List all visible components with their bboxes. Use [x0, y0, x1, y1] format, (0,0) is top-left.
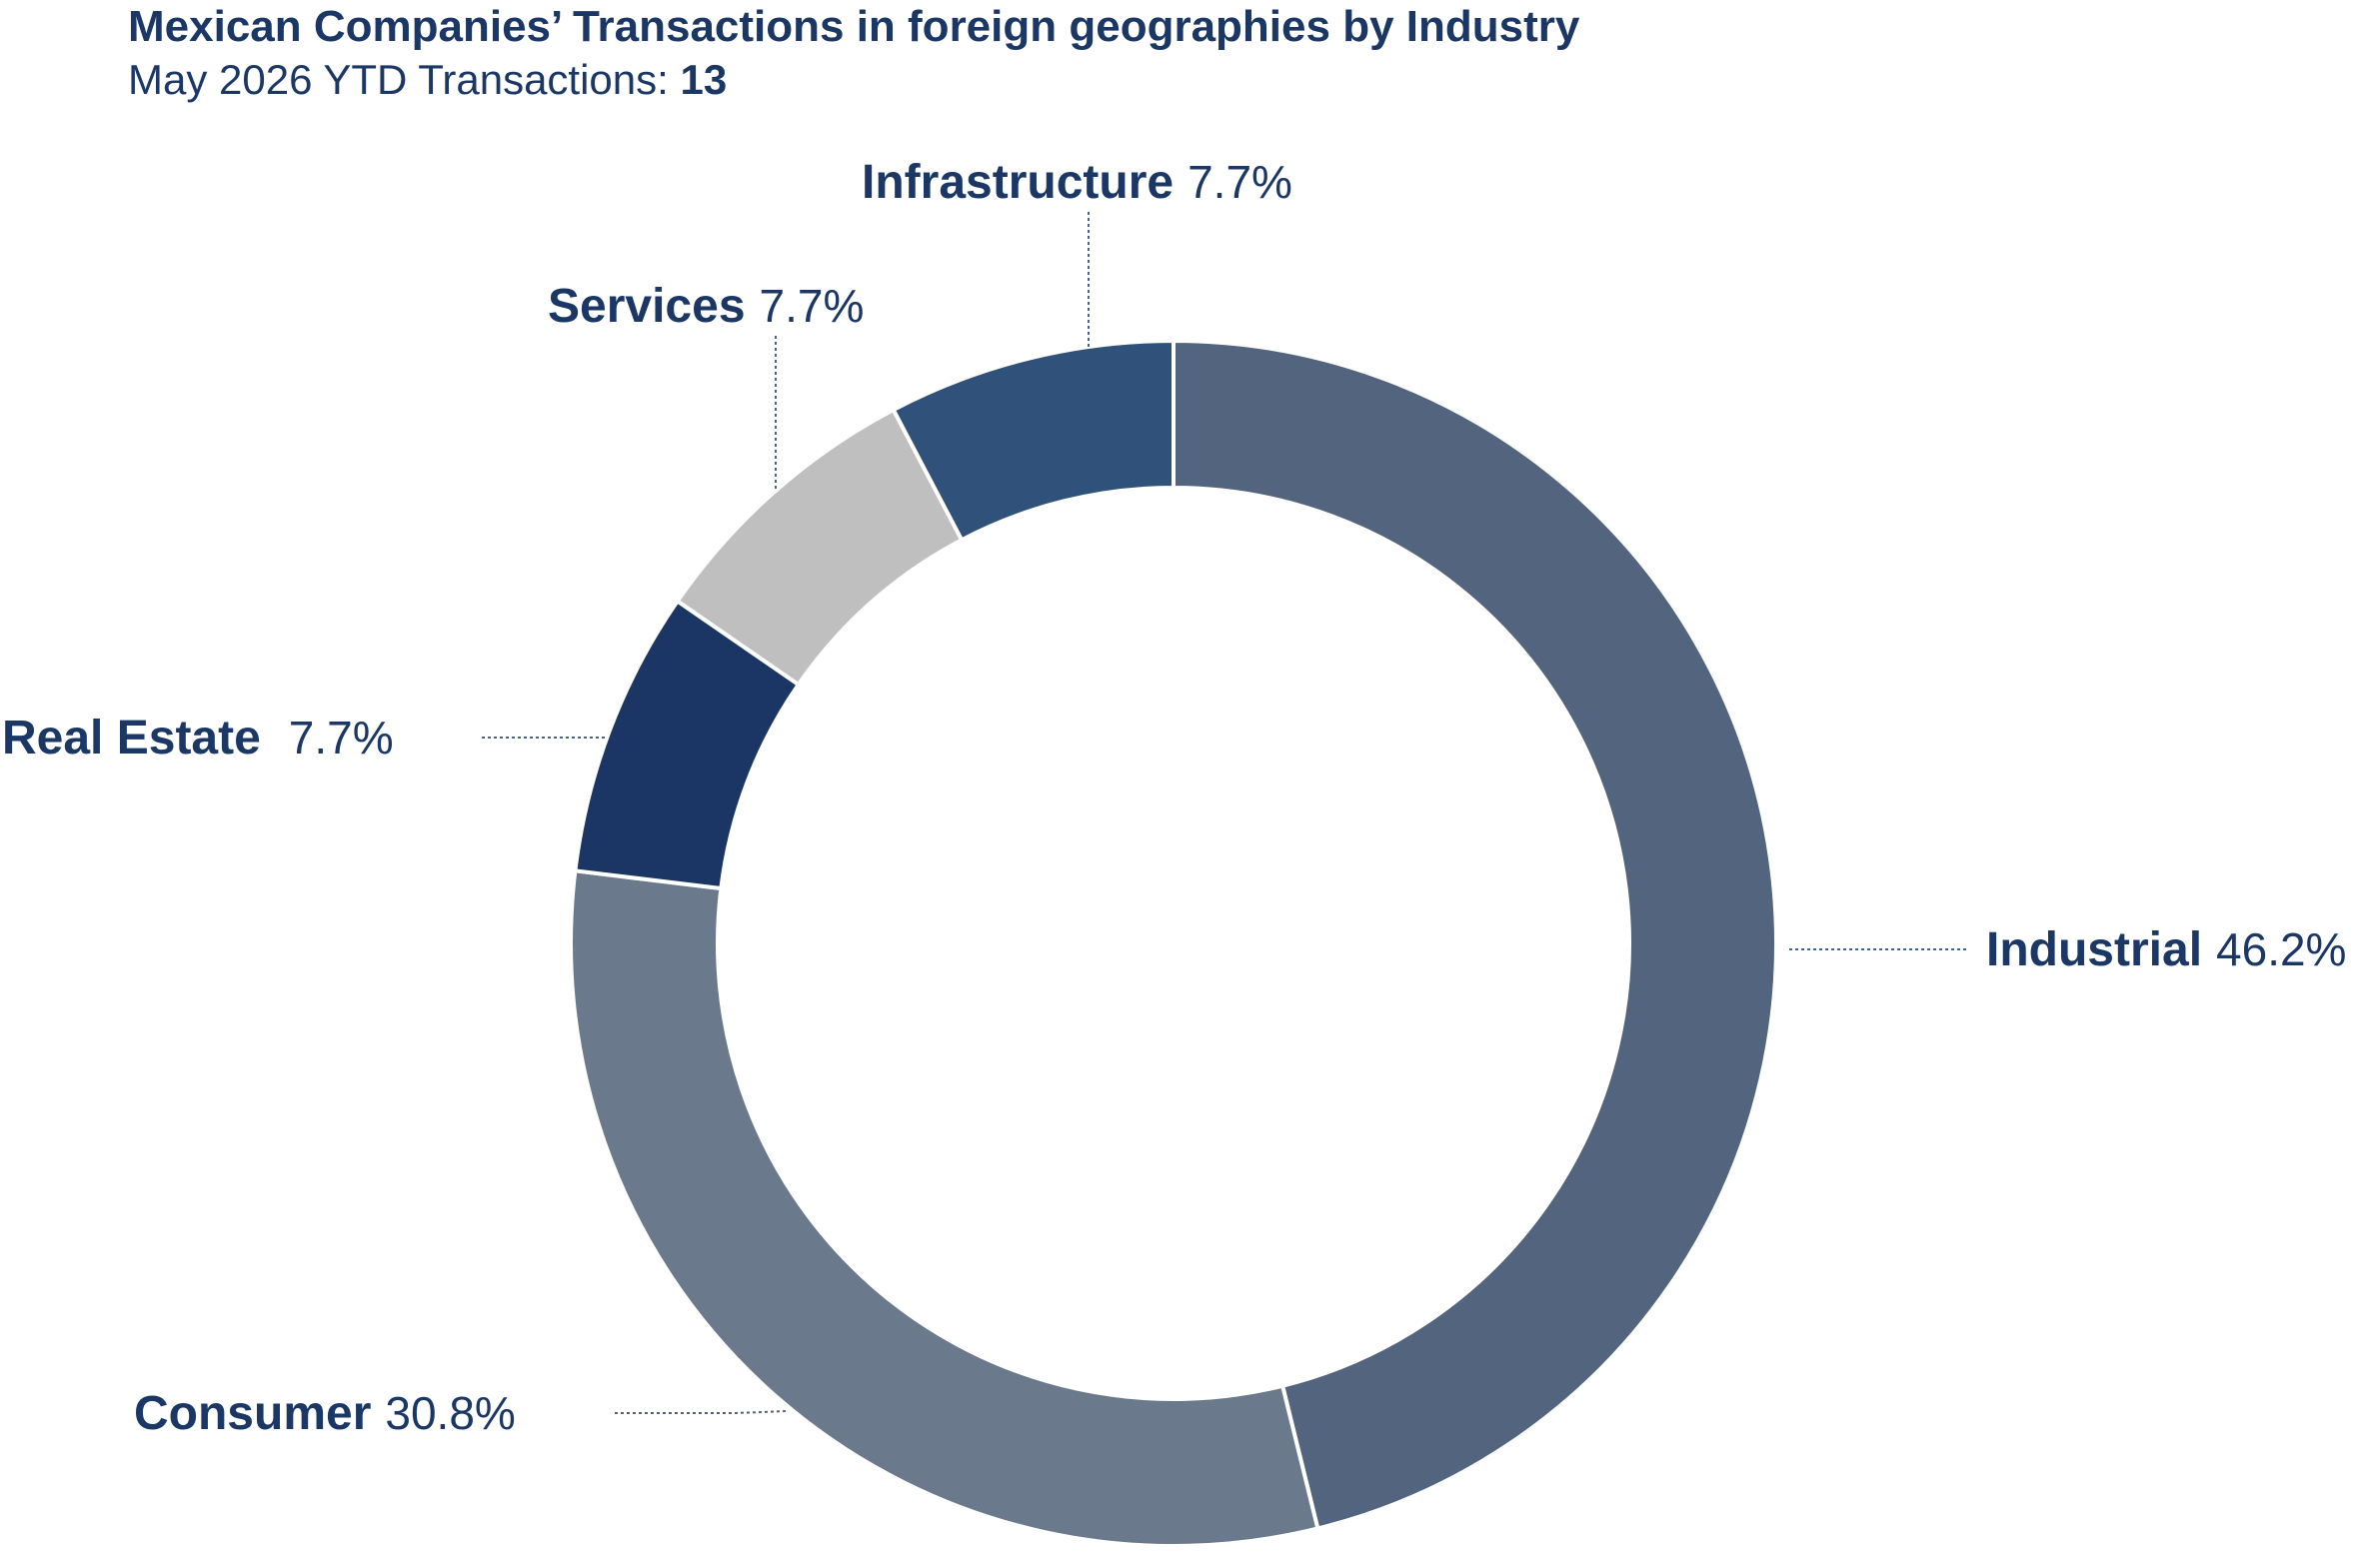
- slice-infrastructure: [891, 338, 1176, 543]
- chart-subtitle: May 2026 YTD Transactions: 13: [128, 54, 1579, 106]
- label-infrastructure: Infrastructure 7.7%: [862, 156, 1292, 209]
- leader-lines: [482, 212, 1967, 1414]
- label-value-consumer: 30.8%: [385, 1387, 515, 1439]
- donut-slices: [569, 338, 1778, 1548]
- label-name-infrastructure: Infrastructure: [862, 156, 1174, 209]
- transaction-count: 13: [680, 56, 728, 103]
- leader-line-consumer: [615, 1410, 787, 1414]
- chart-title: Mexican Companies’ Transactions in forei…: [128, 2, 1580, 51]
- label-name-services: Services: [548, 280, 746, 333]
- label-value-infrastructure: 7.7%: [1188, 156, 1292, 208]
- label-value-real-estate: 7.7%: [289, 712, 394, 764]
- slice-industrial: [1172, 338, 1778, 1531]
- label-industrial: Industrial 46.2%: [1986, 923, 2346, 976]
- label-value-industrial: 46.2%: [2216, 923, 2346, 975]
- label-name-industrial: Industrial: [1986, 923, 2202, 976]
- label-name-real-estate: Real Estate: [2, 712, 261, 765]
- label-services: Services 7.7%: [548, 280, 864, 333]
- label-value-services: 7.7%: [760, 280, 865, 332]
- label-name-consumer: Consumer: [134, 1387, 371, 1440]
- label-real-estate: Real Estate 7.7%: [2, 712, 394, 765]
- chart-header: Mexican Companies’ Transactions in forei…: [128, 0, 1579, 106]
- label-consumer: Consumer 30.8%: [134, 1387, 516, 1440]
- slice-consumer: [569, 868, 1320, 1548]
- subtitle-prefix: May 2026 YTD Transactions:: [128, 56, 669, 103]
- slice-labels: Industrial 46.2% Consumer 30.8% Real Estate 7…: [2, 156, 2346, 1440]
